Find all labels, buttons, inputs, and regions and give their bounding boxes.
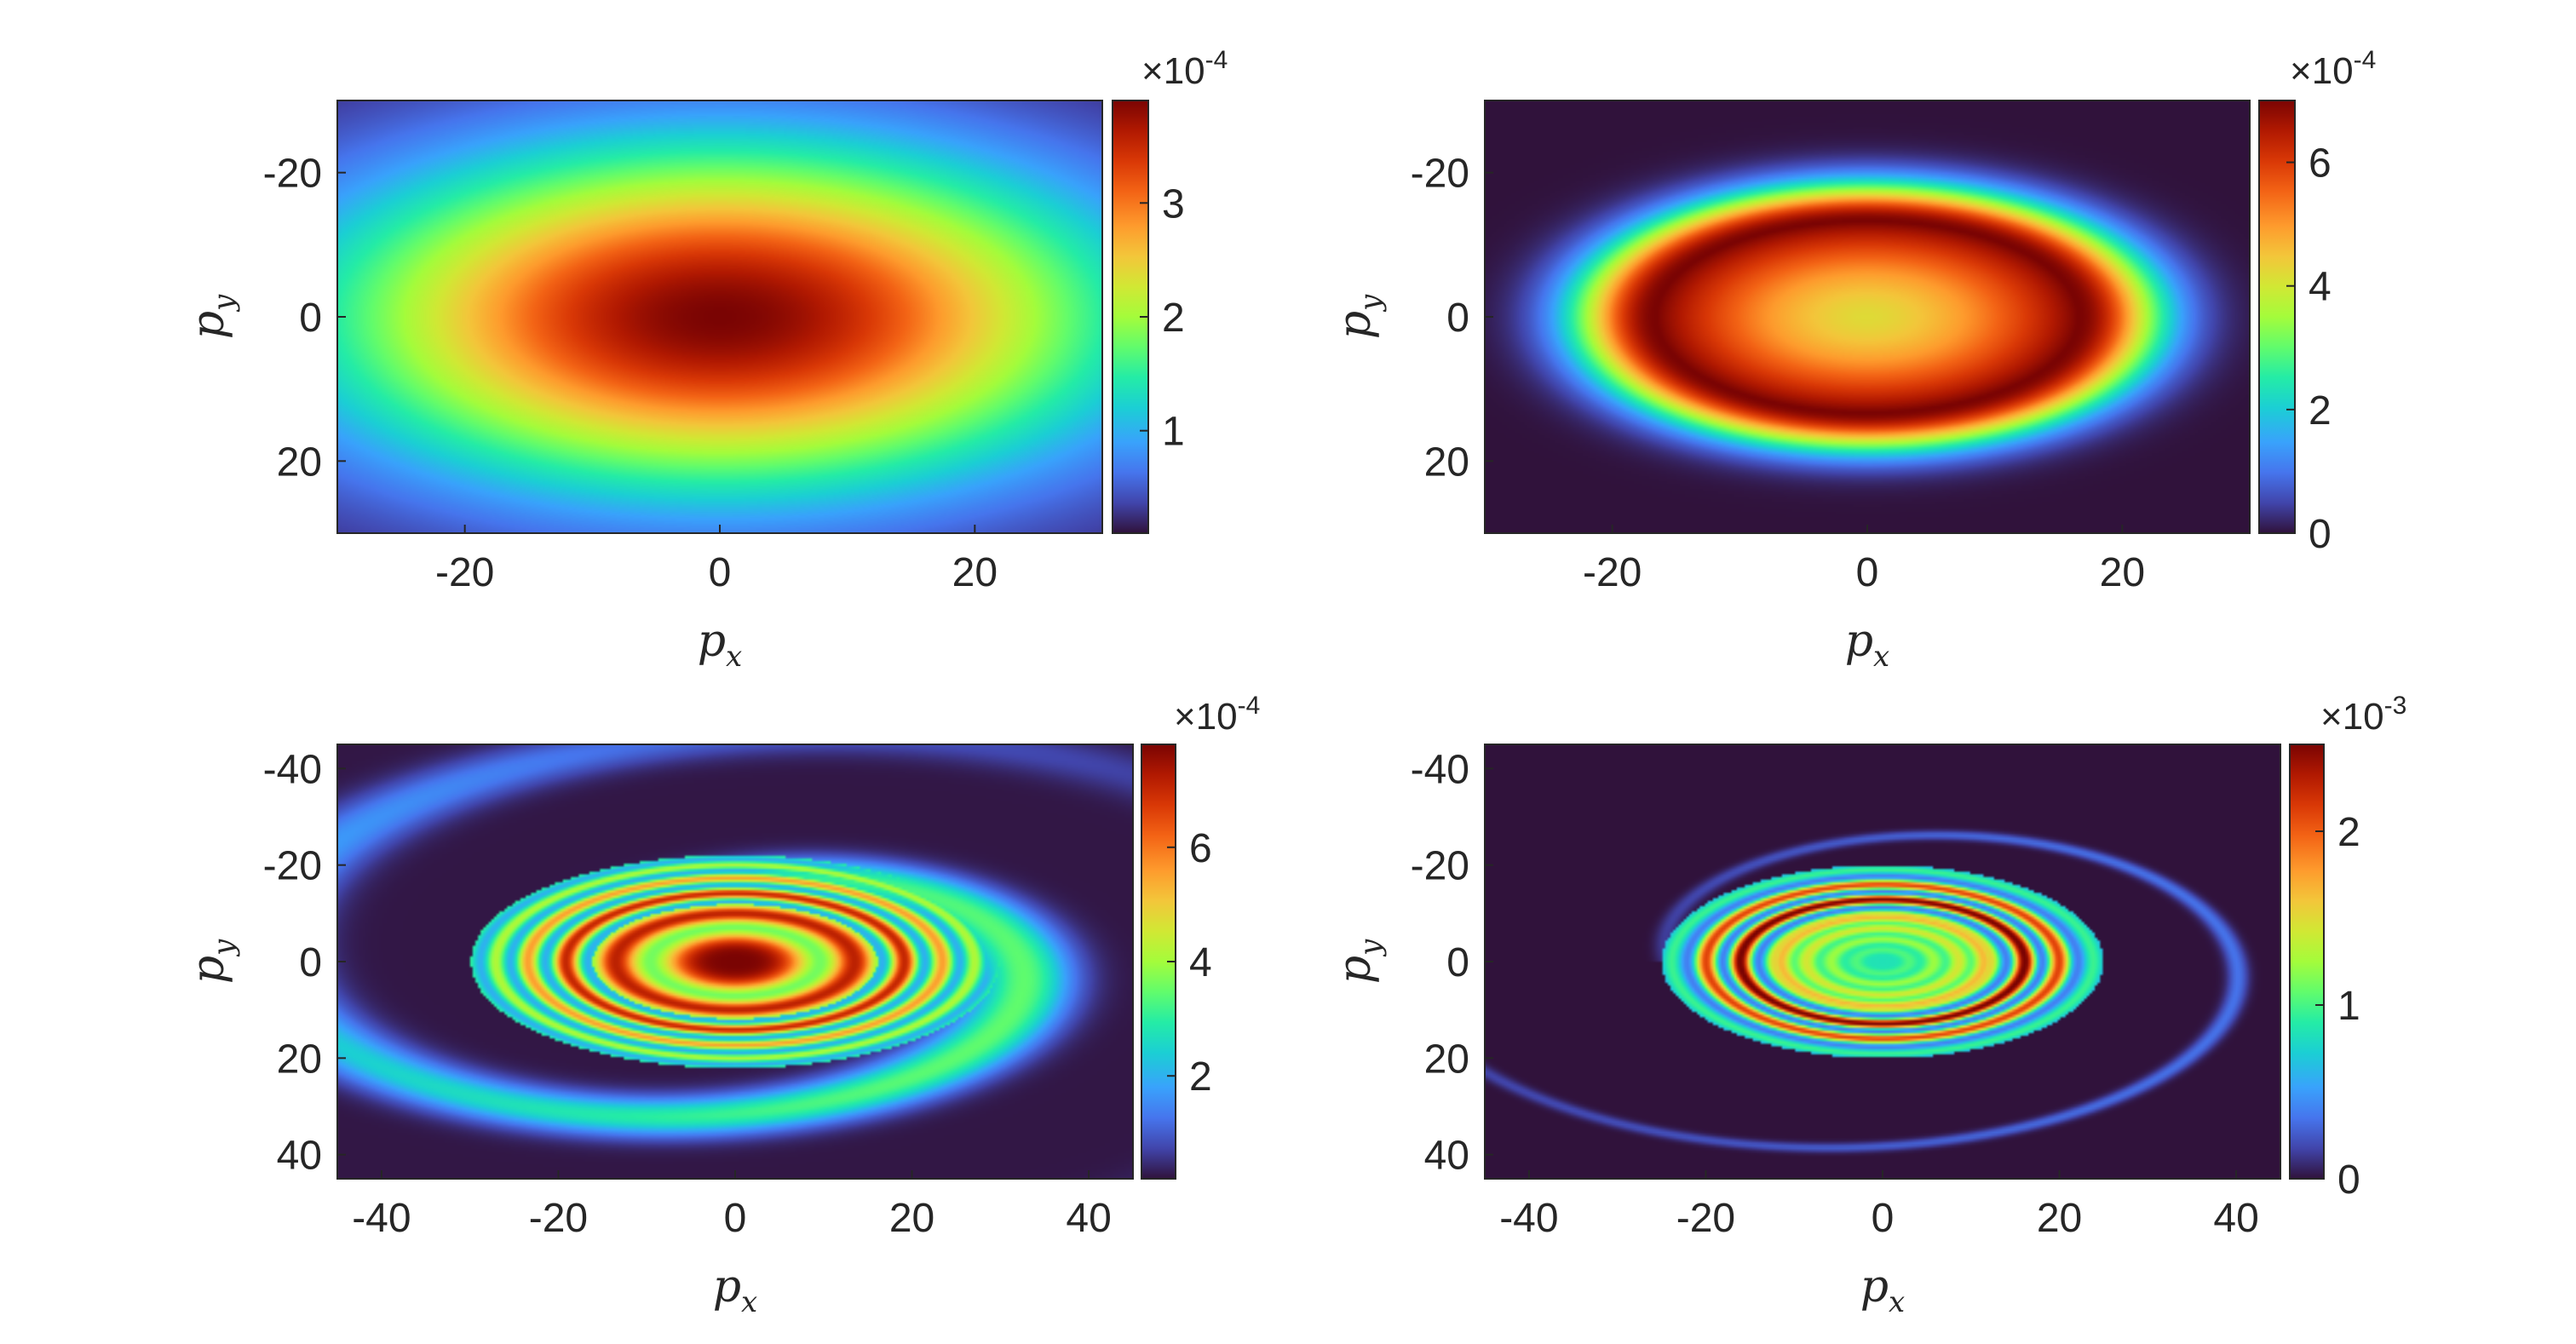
x-tick-label: -20 bbox=[1676, 1196, 1735, 1241]
y-tick-label: 0 bbox=[299, 296, 322, 341]
heatmap-image bbox=[337, 101, 1102, 533]
x-tick-label: 20 bbox=[2100, 550, 2145, 595]
x-ticks: -40 -20 0 20 40 bbox=[1499, 1170, 2259, 1241]
y-axis-label: py bbox=[1330, 294, 1388, 339]
y-ticks: -20 0 20 bbox=[263, 152, 346, 485]
x-tick-label: 0 bbox=[1856, 550, 1879, 595]
colorbar-tick-label: 1 bbox=[2337, 984, 2360, 1029]
panel-top-right: -20 0 20 -20 0 20 px py 0 2 4 6 ×10-4 bbox=[1330, 46, 2376, 674]
y-ticks: -20 0 20 bbox=[1411, 152, 1493, 485]
colorbar-ticks: 0 1 2 bbox=[2315, 810, 2360, 1203]
y-tick-label: 40 bbox=[1424, 1134, 1469, 1179]
colorbar-tick-label: 4 bbox=[2309, 265, 2332, 310]
colorbar-multiplier: ×10-4 bbox=[2290, 46, 2376, 92]
x-ticks: -20 0 20 bbox=[435, 525, 998, 595]
y-ticks: -40 -20 0 20 40 bbox=[263, 747, 346, 1179]
y-tick-label: 20 bbox=[1424, 439, 1469, 485]
y-tick-label: 0 bbox=[299, 940, 322, 985]
y-tick-label: -40 bbox=[1411, 747, 1469, 792]
colorbar-ticks: 1 2 3 bbox=[1140, 181, 1185, 455]
y-tick-label: -40 bbox=[263, 747, 322, 792]
colorbar bbox=[2258, 100, 2296, 534]
x-tick-label: -40 bbox=[1499, 1196, 1558, 1241]
colorbar-ticks: 0 2 4 6 bbox=[2286, 141, 2332, 557]
x-axis-label: px bbox=[1860, 1261, 1905, 1319]
colorbar-tick-label: 6 bbox=[1189, 826, 1212, 871]
colorbar-tick-label: 2 bbox=[2337, 810, 2360, 855]
x-ticks: -20 0 20 bbox=[1583, 525, 2145, 595]
colorbar-tick-label: 0 bbox=[2337, 1157, 2360, 1203]
x-tick-label: -20 bbox=[1583, 550, 1642, 595]
colorbar-multiplier: ×10-4 bbox=[1174, 692, 1260, 738]
x-axis-label: px bbox=[1845, 616, 1889, 674]
x-tick-label: 0 bbox=[709, 550, 732, 595]
colorbar-tick-label: 6 bbox=[2309, 141, 2332, 187]
x-tick-label: -40 bbox=[352, 1196, 411, 1241]
y-tick-label: 0 bbox=[1446, 940, 1469, 985]
y-ticks: -40 -20 0 20 40 bbox=[1411, 747, 1493, 1179]
panel-bottom-left: -40 -20 0 20 40 -40 -20 0 20 40 px py 2 4 6 ×10-4 bbox=[183, 692, 1260, 1319]
x-tick-label: 40 bbox=[1066, 1196, 1111, 1241]
colorbar bbox=[2289, 744, 2325, 1180]
y-tick-label: -20 bbox=[263, 844, 322, 889]
x-tick-label: -20 bbox=[529, 1196, 588, 1241]
colorbar-tick-label: 1 bbox=[1162, 410, 1185, 455]
colorbar-tick-label: 3 bbox=[1162, 181, 1185, 227]
y-tick-label: 0 bbox=[1446, 296, 1469, 341]
heatmap-image bbox=[1485, 744, 2280, 1179]
y-axis-label: py bbox=[183, 939, 241, 984]
x-tick-label: 20 bbox=[2037, 1196, 2082, 1241]
y-tick-label: 20 bbox=[277, 439, 322, 485]
y-tick-label: -20 bbox=[263, 152, 322, 197]
y-tick-label: 20 bbox=[1424, 1037, 1469, 1082]
y-tick-label: 20 bbox=[277, 1037, 322, 1082]
colorbar-tick-label: 2 bbox=[2309, 388, 2332, 434]
y-tick-label: 40 bbox=[277, 1134, 322, 1179]
x-ticks: -40 -20 0 20 40 bbox=[352, 1170, 1112, 1241]
x-tick-label: -20 bbox=[435, 550, 494, 595]
x-tick-label: 20 bbox=[889, 1196, 934, 1241]
y-tick-label: -20 bbox=[1411, 844, 1469, 889]
x-axis-label: px bbox=[698, 616, 742, 674]
heatmap-image bbox=[337, 744, 1133, 1179]
y-axis-label: py bbox=[183, 294, 241, 339]
colorbar-multiplier: ×10-3 bbox=[2320, 692, 2406, 738]
y-axis-label: py bbox=[1330, 939, 1388, 984]
colorbar-tick-label: 2 bbox=[1162, 296, 1185, 341]
y-tick-label: -20 bbox=[1411, 152, 1469, 197]
colorbar-tick-label: 0 bbox=[2309, 512, 2332, 557]
heatmap-image bbox=[1485, 101, 2250, 533]
colorbar-tick-label: 4 bbox=[1189, 940, 1212, 985]
x-tick-label: 0 bbox=[1872, 1196, 1895, 1241]
x-tick-label: 0 bbox=[724, 1196, 747, 1241]
panel-bottom-right: -40 -20 0 20 40 -40 -20 0 20 40 px py 0 1 2 ×10-3 bbox=[1330, 692, 2406, 1319]
x-tick-label: 20 bbox=[952, 550, 998, 595]
colorbar-multiplier: ×10-4 bbox=[1141, 46, 1228, 92]
colorbar-tick-label: 2 bbox=[1189, 1054, 1212, 1100]
x-tick-label: 40 bbox=[2213, 1196, 2258, 1241]
x-axis-label: px bbox=[713, 1261, 757, 1319]
panel-top-left: -20 0 20 -20 0 20 px py 1 2 3 ×10-4 bbox=[183, 46, 1228, 674]
colorbar-ticks: 2 4 6 bbox=[1167, 826, 1212, 1100]
